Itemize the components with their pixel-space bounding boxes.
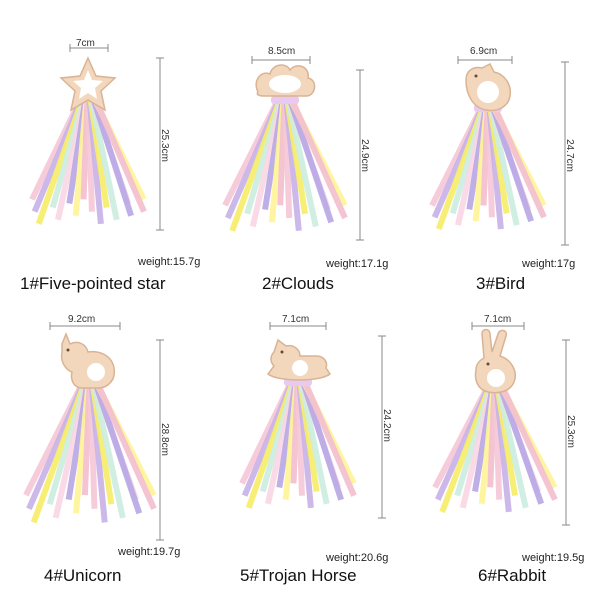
ribbon	[499, 384, 558, 501]
ribbon	[94, 380, 157, 511]
ribbon	[488, 107, 520, 226]
weight-label: weight:19.5g	[522, 552, 585, 564]
weight-label: weight:17.1g	[326, 258, 389, 270]
product-card-trojan-horse: 7.1cm 24.2cm weight:20.6g 5#Trojan Horse	[200, 300, 400, 600]
width-label: 7.1cm	[484, 314, 512, 325]
length-label: 24.9cm	[358, 139, 370, 172]
ribbon	[90, 97, 134, 217]
bird-teether-icon	[429, 56, 569, 246]
width-label: 6.9cm	[470, 46, 498, 57]
star-teether-icon	[29, 44, 164, 231]
product-name: 5#Trojan Horse	[240, 566, 357, 585]
length-label: 24.7cm	[563, 139, 575, 172]
unicorn-teether-icon	[23, 322, 164, 541]
product-card-star: 7cm 25.3cm weight:15.7g 1#Five-pointed s…	[0, 0, 200, 300]
ribbon	[92, 381, 143, 515]
length-label: 25.3cm	[158, 129, 170, 162]
product-card-unicorn: 9.2cm 28.8cm weight:19.7g 4#Unicorn	[0, 300, 200, 600]
ribbon	[490, 107, 534, 223]
product-name: 4#Unicorn	[44, 566, 122, 585]
ribbon	[300, 381, 344, 501]
product-name: 1#Five-pointed star	[20, 274, 166, 293]
product-name: 3#Bird	[476, 274, 526, 293]
width-label: 7.1cm	[282, 314, 310, 325]
ribbon-knot	[271, 96, 299, 104]
ribbon	[492, 106, 547, 219]
width-label: 9.2cm	[68, 314, 96, 325]
ribbon	[289, 98, 348, 220]
weight-label: weight:19.7g	[118, 546, 181, 558]
product-name: 6#Rabbit	[478, 566, 547, 585]
length-label: 28.8cm	[158, 423, 170, 456]
product-card-bird: 6.9cm 24.7cm weight:17g 3#Bird	[400, 0, 600, 300]
product-card-rabbit: 7.1cm 25.3cm weight:19.5g 6#Rabbit	[400, 300, 600, 600]
weight-label: weight:17g	[522, 258, 576, 270]
length-label: 25.3cm	[564, 415, 576, 448]
ribbon	[88, 97, 120, 221]
ribbon	[497, 385, 545, 505]
ribbon	[90, 381, 126, 519]
ribbon	[298, 381, 330, 505]
ribbon	[287, 99, 335, 224]
width-label: 7cm	[76, 38, 95, 49]
rabbit-teether-icon	[432, 322, 570, 526]
product-name: 2#Clouds	[262, 274, 334, 293]
length-label: 24.2cm	[380, 409, 392, 442]
ribbon	[285, 99, 319, 228]
rocking-horse-teether-icon	[239, 322, 386, 519]
weight-label: weight:20.6g	[326, 552, 389, 564]
ribbon	[302, 380, 357, 497]
width-label: 8.5cm	[268, 46, 296, 57]
ribbon	[495, 385, 529, 509]
product-card-clouds: 8.5cm 24.9cm weight:17.1g 2#Clouds	[200, 0, 400, 300]
cloud-teether-icon	[222, 56, 364, 241]
weight-label: weight:15.7g	[138, 256, 201, 268]
ribbon	[92, 96, 147, 213]
